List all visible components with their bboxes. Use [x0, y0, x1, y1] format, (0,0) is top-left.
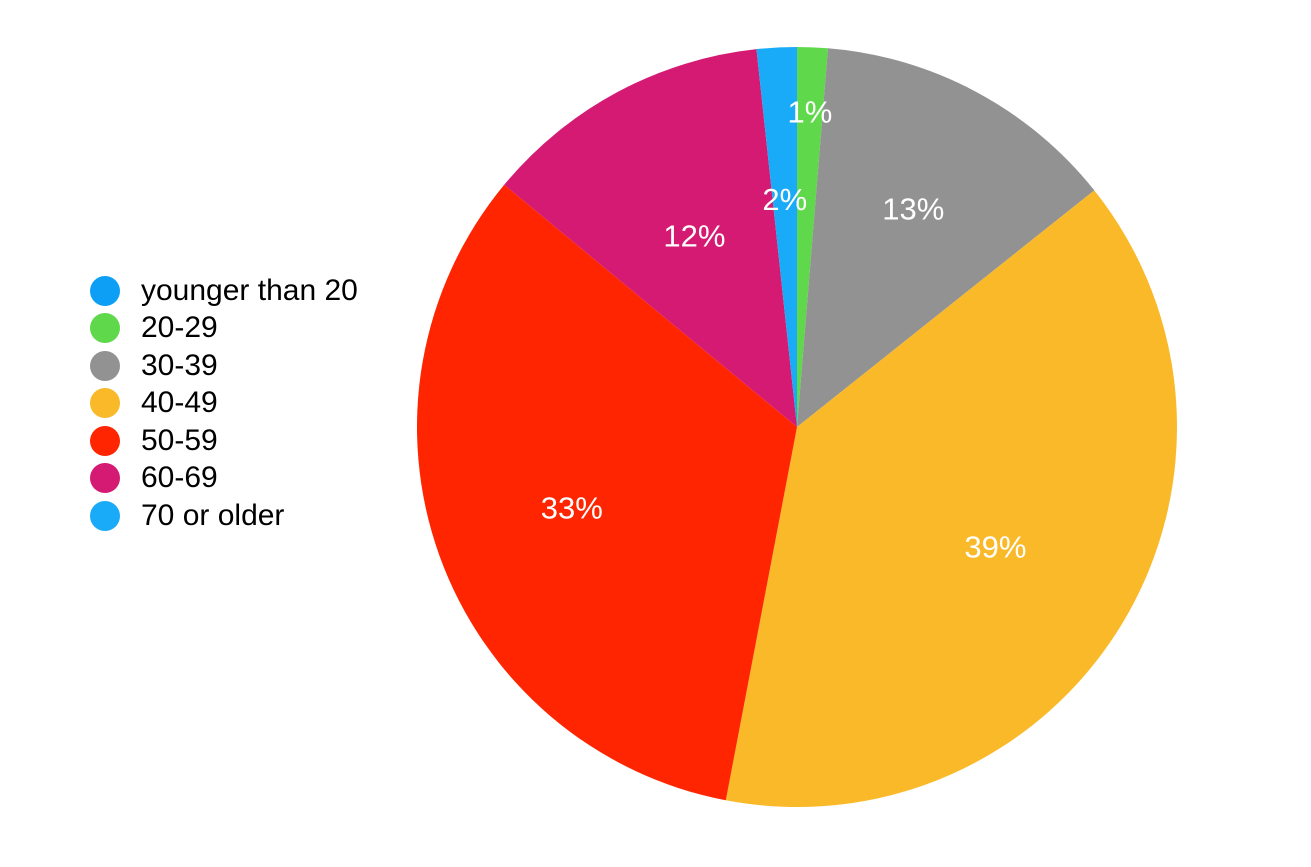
legend-item-30-39: 30-39	[90, 347, 358, 385]
legend-item-younger-than-20: younger than 20	[90, 272, 358, 310]
pie-slice-labels: 1% 13% 39% 33% 12% 2%	[541, 94, 1027, 564]
legend-label: younger than 20	[141, 273, 358, 307]
slice-label-50-59: 33%	[541, 491, 603, 526]
legend-item-50-59: 50-59	[90, 422, 358, 460]
legend-label: 30-39	[141, 348, 218, 382]
legend-item-60-69: 60-69	[90, 460, 358, 498]
legend-item-70-or-older: 70 or older	[90, 497, 358, 535]
slice-label-70-or-older: 2%	[762, 182, 807, 217]
chart-legend: younger than 20 20-29 30-39 40-49 50-59 60-69…	[90, 272, 358, 535]
pie-slice-20-29	[797, 47, 828, 427]
slice-label-40-49: 39%	[964, 529, 1026, 564]
slice-label-60-69: 12%	[663, 219, 725, 254]
legend-swatch	[90, 425, 120, 456]
legend-swatch	[90, 500, 120, 531]
slice-label-30-39: 13%	[882, 192, 944, 227]
legend-swatch	[90, 463, 120, 494]
legend-swatch	[90, 313, 120, 344]
legend-label: 40-49	[141, 386, 218, 420]
legend-label: 60-69	[141, 461, 218, 495]
legend-swatch	[90, 388, 120, 419]
pie-slice-30-39	[797, 48, 1095, 428]
pie-slices	[416, 47, 1178, 808]
legend-item-40-49: 40-49	[90, 385, 358, 423]
pie-slice-70-or-older	[756, 47, 797, 427]
slice-label-20-29: 1%	[787, 94, 832, 129]
legend-label: 50-59	[141, 423, 218, 457]
pie-slice-40-49	[725, 190, 1178, 808]
legend-swatch	[90, 350, 120, 381]
pie-slice-50-59	[416, 184, 797, 801]
legend-label: 20-29	[141, 311, 218, 345]
legend-label: 70 or older	[141, 498, 285, 532]
legend-item-20-29: 20-29	[90, 310, 358, 348]
pie-slice-60-69	[504, 49, 797, 428]
legend-swatch	[90, 275, 120, 306]
